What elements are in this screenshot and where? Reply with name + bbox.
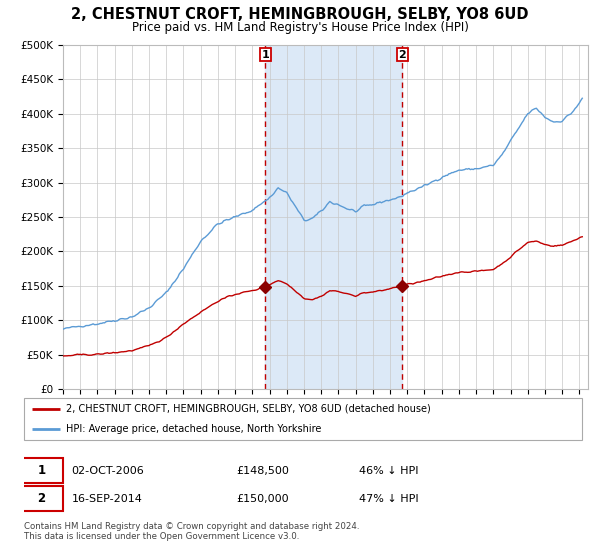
Text: £148,500: £148,500 [236,466,289,475]
Text: HPI: Average price, detached house, North Yorkshire: HPI: Average price, detached house, Nort… [66,424,321,434]
Text: 47% ↓ HPI: 47% ↓ HPI [359,494,418,504]
Text: 1: 1 [262,50,269,59]
Text: 2, CHESTNUT CROFT, HEMINGBROUGH, SELBY, YO8 6UD (detached house): 2, CHESTNUT CROFT, HEMINGBROUGH, SELBY, … [66,404,431,414]
Text: 02-OCT-2006: 02-OCT-2006 [71,466,144,475]
Bar [265,45,402,389]
Text: 1: 1 [37,464,46,477]
Text: 46% ↓ HPI: 46% ↓ HPI [359,466,418,475]
Text: 2, CHESTNUT CROFT, HEMINGBROUGH, SELBY, YO8 6UD: 2, CHESTNUT CROFT, HEMINGBROUGH, SELBY, … [71,7,529,22]
Text: 16-SEP-2014: 16-SEP-2014 [71,494,142,504]
FancyBboxPatch shape [20,458,62,483]
Text: Price paid vs. HM Land Registry's House Price Index (HPI): Price paid vs. HM Land Registry's House … [131,21,469,34]
Text: 2: 2 [398,50,406,59]
FancyBboxPatch shape [20,486,62,511]
Text: 2: 2 [37,492,46,505]
Text: £150,000: £150,000 [236,494,289,504]
FancyBboxPatch shape [24,398,582,440]
Text: Contains HM Land Registry data © Crown copyright and database right 2024.
This d: Contains HM Land Registry data © Crown c… [24,522,359,542]
